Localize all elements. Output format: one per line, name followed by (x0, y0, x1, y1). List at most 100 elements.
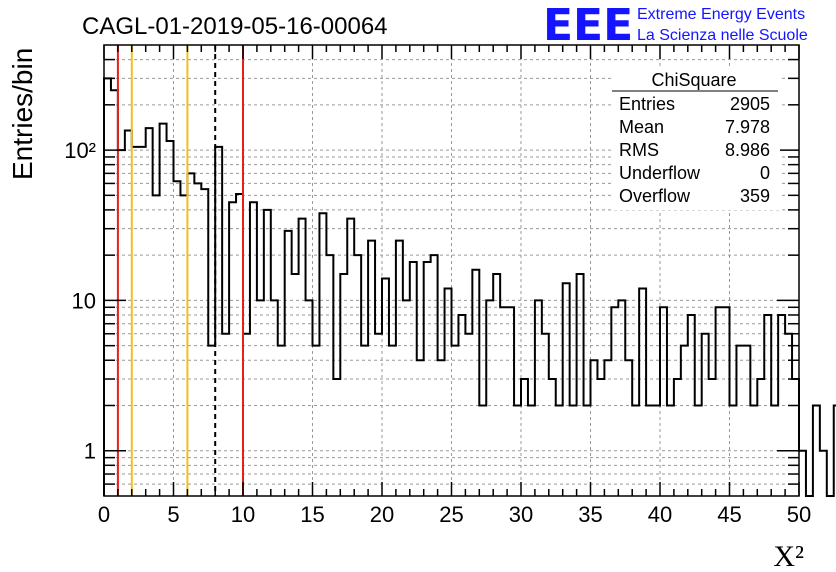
stats-value: 8.986 (725, 140, 770, 160)
histogram-bin (132, 147, 139, 496)
histogram-bin (382, 278, 389, 496)
logo-line-2: La Scienza nelle Scuole (637, 27, 808, 44)
histogram-bin (375, 334, 382, 496)
histogram-bin (820, 451, 827, 496)
histogram-bin (757, 379, 764, 496)
stats-value: 2905 (730, 94, 770, 114)
histogram-bin (139, 147, 146, 496)
y-tick-labels: 1 10 10² (64, 138, 96, 464)
histogram-bin (716, 307, 723, 496)
logo-line-1: Extreme Energy Events (637, 6, 805, 23)
histogram-bin (319, 213, 326, 496)
histogram-bin (709, 379, 716, 496)
histogram-bin (521, 379, 528, 496)
histogram-bin (125, 130, 132, 496)
x-tick-label: 5 (167, 502, 179, 527)
y-tick-label: 10² (64, 138, 96, 163)
histogram-bin (389, 346, 396, 496)
x-tick-label: 45 (717, 502, 741, 527)
histogram-bin (591, 360, 598, 496)
histogram-bin (597, 379, 604, 496)
histogram-bin (167, 141, 174, 496)
histogram-bin (465, 334, 472, 496)
x-tick-labels: 0 5 10 15 20 25 30 35 40 45 50 (98, 502, 811, 527)
histogram-bin (431, 255, 438, 496)
grid-lines (104, 45, 799, 496)
histogram-bin (403, 300, 410, 496)
histogram-bin (243, 334, 250, 496)
histogram-bin (702, 334, 709, 496)
histogram-bin (229, 202, 236, 496)
histogram-bin (674, 379, 681, 496)
stats-value: 7.978 (725, 117, 770, 137)
histogram-bin (104, 78, 111, 496)
histogram-bin (299, 219, 306, 496)
stats-value: 0 (760, 163, 770, 183)
histogram-bin (743, 346, 750, 496)
stats-rows: Entries 2905 Mean 7.978 RMS 8.986 Underflow 0 Ov… (619, 94, 770, 206)
histogram-bin (222, 334, 229, 496)
logo-mark: EEE (543, 0, 633, 51)
x-tick-label: 25 (439, 502, 463, 527)
x-tick-label: 30 (509, 502, 533, 527)
histogram-bin (271, 300, 278, 496)
histogram-bin (736, 346, 743, 496)
histogram-bin (333, 379, 340, 496)
histogram-bin (486, 300, 493, 496)
y-tick-label: 1 (84, 439, 96, 464)
histogram-bin (313, 346, 320, 496)
x-tick-label: 50 (787, 502, 811, 527)
x-tick-label: 20 (370, 502, 394, 527)
histogram-bin (611, 307, 618, 496)
histogram-bin (347, 219, 354, 496)
axis-ticks (103, 45, 800, 496)
y-tick-label: 10 (72, 288, 96, 313)
histogram-bin (187, 173, 194, 496)
histogram-bin (160, 124, 167, 496)
histogram-bin (194, 183, 201, 496)
x-tick-label: 15 (300, 502, 324, 527)
histogram-bin (507, 307, 514, 496)
histogram-bin (535, 300, 542, 496)
chart-title: CAGL-01-2019-05-16-00064 (82, 13, 388, 40)
histogram-bin (326, 255, 333, 496)
histogram-bin (792, 379, 799, 496)
histogram-bin (201, 189, 208, 496)
histogram-bin (549, 379, 556, 496)
histogram-bin (723, 307, 730, 496)
histogram-bin (799, 451, 806, 496)
reference-lines (116, 45, 244, 496)
x-axis-label: X² (773, 540, 804, 572)
histogram-bin (625, 360, 632, 496)
histogram-bin (542, 334, 549, 496)
histogram (103, 77, 836, 497)
histogram-bin (250, 202, 257, 496)
stats-label: Mean (619, 117, 664, 137)
x-tick-label: 40 (648, 502, 672, 527)
histogram-bin (215, 147, 222, 496)
histogram-outline (103, 77, 836, 497)
stats-box-title: ChiSquare (651, 70, 736, 90)
histogram-bin (604, 360, 611, 496)
histogram-bin (264, 210, 271, 496)
histogram-bin (472, 270, 479, 496)
histogram-bin (500, 307, 507, 496)
histogram-bin (285, 231, 292, 496)
x-tick-label: 0 (98, 502, 110, 527)
histogram-bin (306, 300, 313, 496)
histogram-bin (452, 346, 459, 496)
histogram-bin (681, 346, 688, 496)
x-tick-label: 10 (231, 502, 255, 527)
stats-label: Overflow (619, 186, 691, 206)
histogram-bin (111, 90, 118, 496)
stats-value: 359 (740, 186, 770, 206)
histogram-bin (208, 346, 215, 496)
histogram-bin (278, 346, 285, 496)
histogram-bin (257, 300, 264, 496)
stats-box: ChiSquare Entries 2905 Mean 7.978 RMS 8.986 Un… (612, 68, 780, 210)
logo: EEE Extreme Energy Events La Scienza nel… (543, 0, 808, 51)
histogram-bin (417, 360, 424, 496)
histogram-bin (660, 307, 667, 496)
stats-label: RMS (619, 140, 659, 160)
